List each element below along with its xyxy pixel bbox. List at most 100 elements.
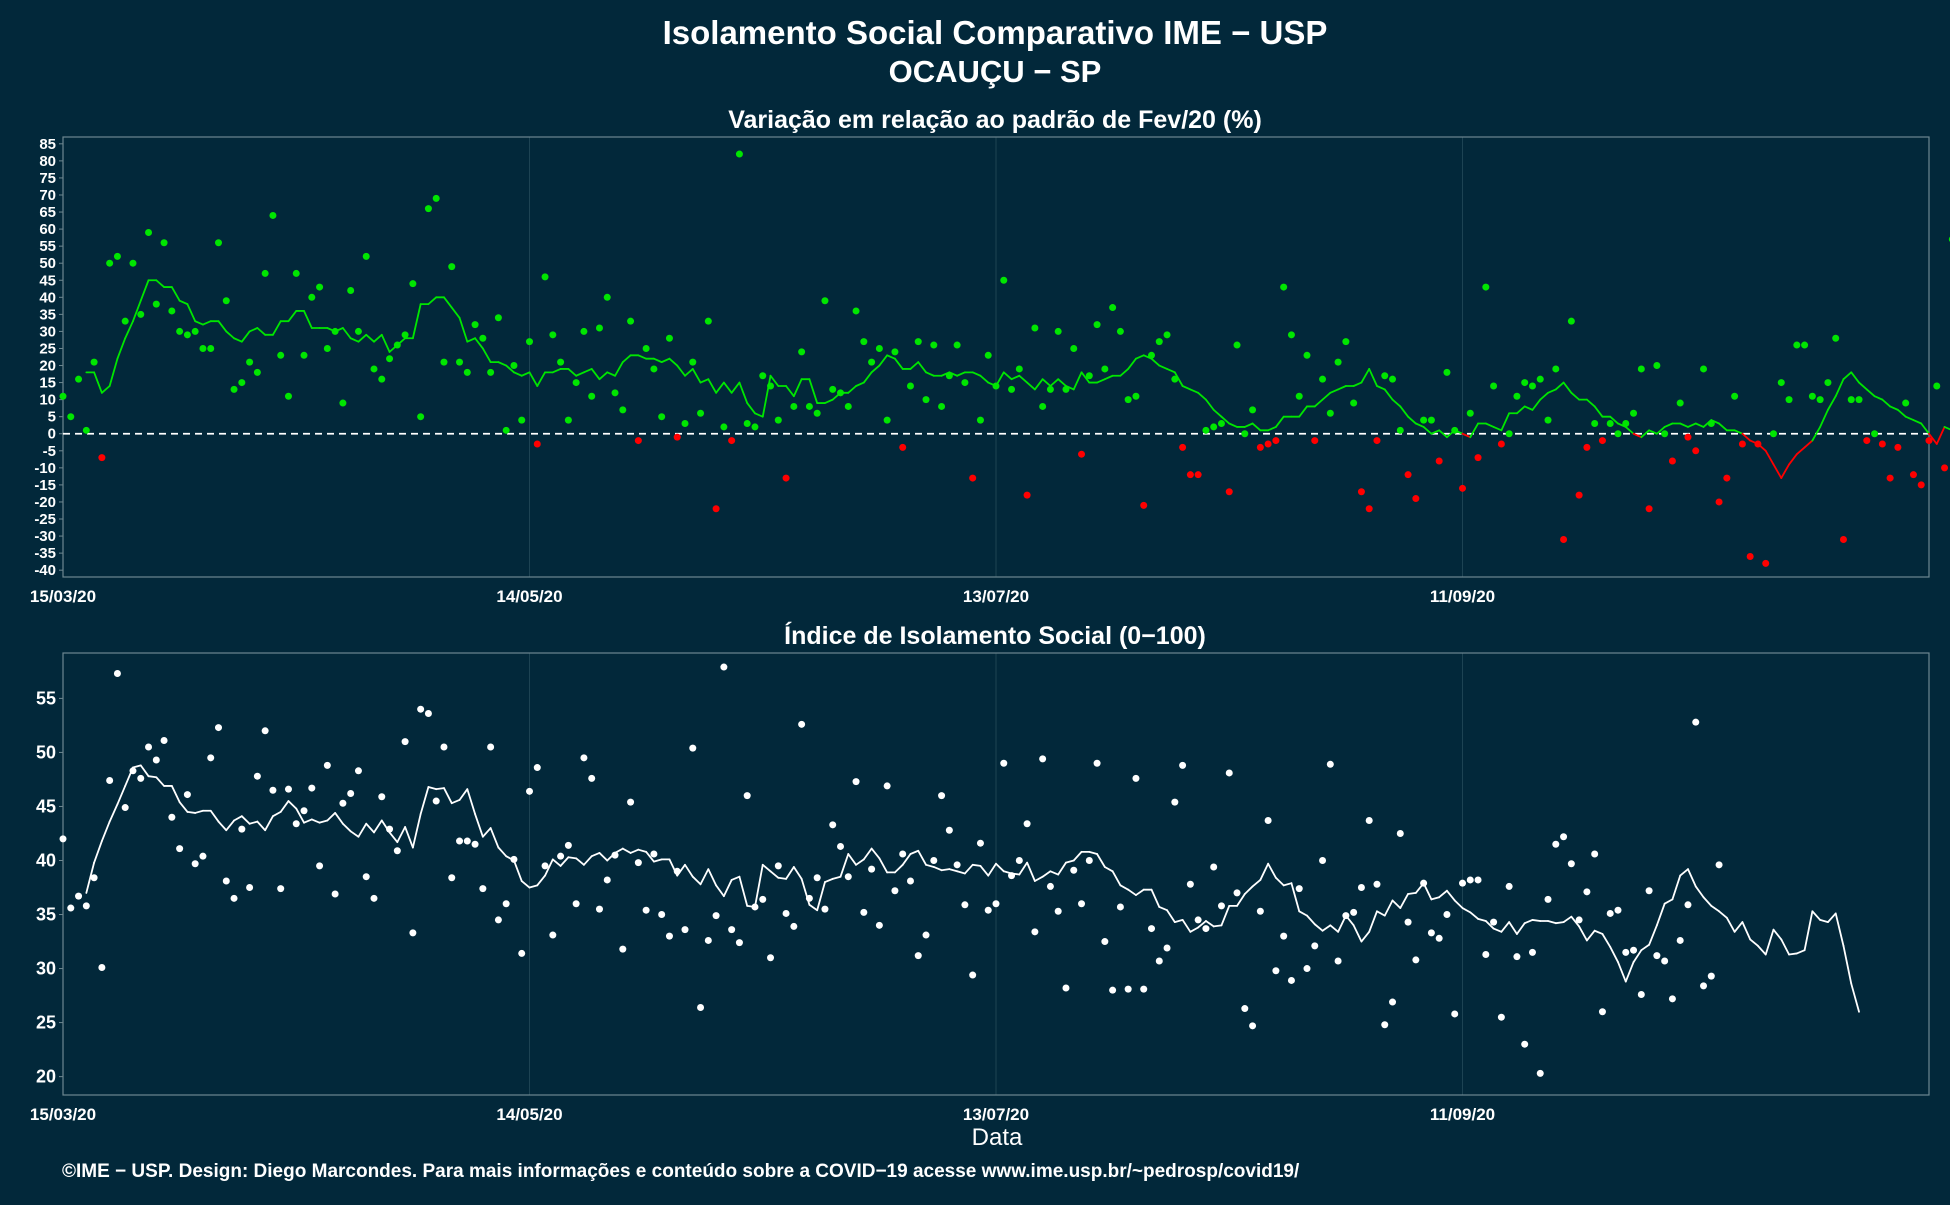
data-point xyxy=(1537,1070,1544,1077)
data-point xyxy=(215,724,222,731)
data-point xyxy=(697,1004,704,1011)
data-point xyxy=(744,420,751,427)
data-point xyxy=(114,670,121,677)
data-point xyxy=(1560,833,1567,840)
data-point xyxy=(674,868,681,875)
data-point xyxy=(1296,393,1303,400)
line-segment xyxy=(358,335,366,342)
data-point xyxy=(1024,492,1031,499)
x-tick-label: 13/07/20 xyxy=(963,1105,1029,1124)
line-segment xyxy=(1074,852,1082,861)
y-tick-label: 35 xyxy=(36,905,56,925)
line-segment xyxy=(1501,413,1509,430)
line-segment xyxy=(172,287,180,301)
data-point xyxy=(1684,434,1691,441)
data-point xyxy=(1350,909,1357,916)
data-point xyxy=(518,417,525,424)
data-point xyxy=(1428,929,1435,936)
data-point xyxy=(1490,382,1497,389)
line-segment xyxy=(685,865,693,877)
data-point xyxy=(1467,410,1474,417)
line-segment xyxy=(1113,871,1121,885)
line-segment xyxy=(1214,410,1222,417)
line-segment xyxy=(483,348,491,362)
line-segment xyxy=(117,786,125,804)
data-point xyxy=(969,475,976,482)
line-segment xyxy=(739,877,747,906)
data-point xyxy=(301,352,308,359)
data-point xyxy=(1397,830,1404,837)
data-point xyxy=(1024,820,1031,827)
line-segment xyxy=(366,335,374,342)
line-segment xyxy=(1253,880,1261,886)
line-segment xyxy=(1190,389,1198,392)
line-segment xyxy=(1066,860,1074,862)
data-point xyxy=(145,744,152,751)
line-segment xyxy=(864,849,872,860)
data-point xyxy=(510,362,517,369)
data-point xyxy=(1389,999,1396,1006)
data-point xyxy=(1078,900,1085,907)
data-point xyxy=(845,403,852,410)
y-tick-label: 5 xyxy=(48,409,56,426)
line-segment xyxy=(1688,869,1696,886)
data-point xyxy=(1552,841,1559,848)
data-point xyxy=(1801,342,1808,349)
line-segment xyxy=(1704,897,1712,906)
line-segment xyxy=(1214,925,1222,926)
y-tick-label: 30 xyxy=(36,959,56,979)
line-segment xyxy=(662,359,670,362)
data-point xyxy=(1000,277,1007,284)
data-point xyxy=(573,900,580,907)
data-point xyxy=(705,318,712,325)
line-segment xyxy=(1595,931,1603,934)
data-point xyxy=(176,845,183,852)
data-point xyxy=(495,916,502,923)
line-segment xyxy=(1859,383,1867,390)
line-segment xyxy=(498,848,506,857)
line-segment xyxy=(1019,863,1027,875)
line-segment xyxy=(708,379,716,393)
data-point xyxy=(433,195,440,202)
data-point xyxy=(192,860,199,867)
line-segment xyxy=(273,321,281,335)
data-point xyxy=(1039,403,1046,410)
line-segment xyxy=(530,885,538,887)
data-point xyxy=(1692,719,1699,726)
line-segment xyxy=(1097,854,1105,867)
data-point xyxy=(184,331,191,338)
line-segment xyxy=(1882,400,1890,407)
data-point xyxy=(1148,352,1155,359)
data-point xyxy=(930,857,937,864)
data-point xyxy=(1062,985,1069,992)
line-segment xyxy=(1742,922,1750,939)
data-point xyxy=(1055,908,1062,915)
line-segment xyxy=(1610,947,1618,962)
line-segment xyxy=(1120,885,1128,889)
line-segment xyxy=(910,851,918,854)
line-segment xyxy=(250,822,258,824)
data-point xyxy=(1894,444,1901,451)
line-segment xyxy=(172,786,180,802)
data-point xyxy=(114,253,121,260)
line-segment xyxy=(1369,369,1377,386)
data-point xyxy=(728,437,735,444)
data-point xyxy=(876,345,883,352)
data-point xyxy=(1498,440,1505,447)
data-point xyxy=(868,866,875,873)
data-point xyxy=(946,827,953,834)
data-point xyxy=(565,842,572,849)
line-segment xyxy=(1937,427,1945,444)
data-point xyxy=(1428,417,1435,424)
y-tick-label: 15 xyxy=(39,375,56,392)
data-point xyxy=(1583,888,1590,895)
data-point xyxy=(1373,881,1380,888)
data-point xyxy=(860,909,867,916)
data-point xyxy=(91,874,98,881)
data-point xyxy=(324,762,331,769)
line-segment xyxy=(1618,962,1626,981)
line-segment xyxy=(1408,893,1416,894)
line-segment xyxy=(1579,926,1587,940)
data-point xyxy=(915,952,922,959)
data-point xyxy=(464,838,471,845)
